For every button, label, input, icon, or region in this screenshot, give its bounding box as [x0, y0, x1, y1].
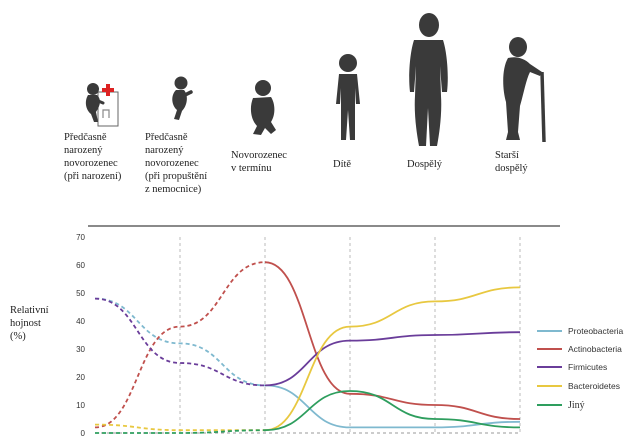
stage-label-5: Dospělý [407, 159, 442, 170]
y-tick-label-70: 70 [76, 233, 85, 242]
y-tick-label-10: 10 [76, 401, 85, 410]
elderly-with-cane-icon [503, 37, 546, 143]
y-tick-label-50: 50 [76, 289, 85, 298]
legend-label-proteobacteria: Proteobacteria [568, 326, 624, 336]
series-jin--dashed [94, 429, 266, 434]
series-proteobacteria-line [264, 384, 521, 429]
stage-label-4: Dítě [333, 159, 352, 170]
series-firmicutes-dashed [94, 297, 266, 387]
stage-label-6: Starší dospělý [495, 150, 528, 174]
y-axis-label: Relativní hojnost (%) [10, 305, 49, 342]
legend-label-jin-: Jiný [568, 400, 585, 411]
y-tick-label-60: 60 [76, 261, 85, 270]
child-icon [336, 54, 360, 140]
y-tick-label-0: 0 [81, 429, 86, 438]
adult-icon [409, 13, 448, 146]
premature-infant-with-incubator-icon [85, 83, 119, 127]
stage-label-2: Předčasně narozený novorozenec (při prop… [145, 132, 208, 195]
series-firmicutes-line [264, 331, 521, 387]
series-actinobacteria-line [264, 261, 521, 420]
premature-infant-icon [172, 76, 193, 120]
series-actinobacteria-dashed [94, 261, 266, 429]
y-tick-label-20: 20 [76, 373, 85, 382]
legend-label-firmicutes: Firmicutes [568, 362, 607, 372]
series-proteobacteria-dashed [94, 297, 266, 387]
series-bacteroidetes-line [264, 286, 521, 432]
series-jin--line [264, 390, 521, 432]
stage-label-3: Novorozenec v termínu [231, 150, 287, 174]
legend-label-bacteroidetes: Bacteroidetes [568, 381, 620, 391]
legend-label-actinobacteria: Actinobacteria [568, 344, 622, 354]
y-tick-label-30: 30 [76, 345, 85, 354]
stage-label-1: Předčasně narozený novorozenec (při naro… [64, 132, 122, 182]
term-newborn-icon [250, 80, 276, 135]
y-tick-label-40: 40 [76, 317, 85, 326]
